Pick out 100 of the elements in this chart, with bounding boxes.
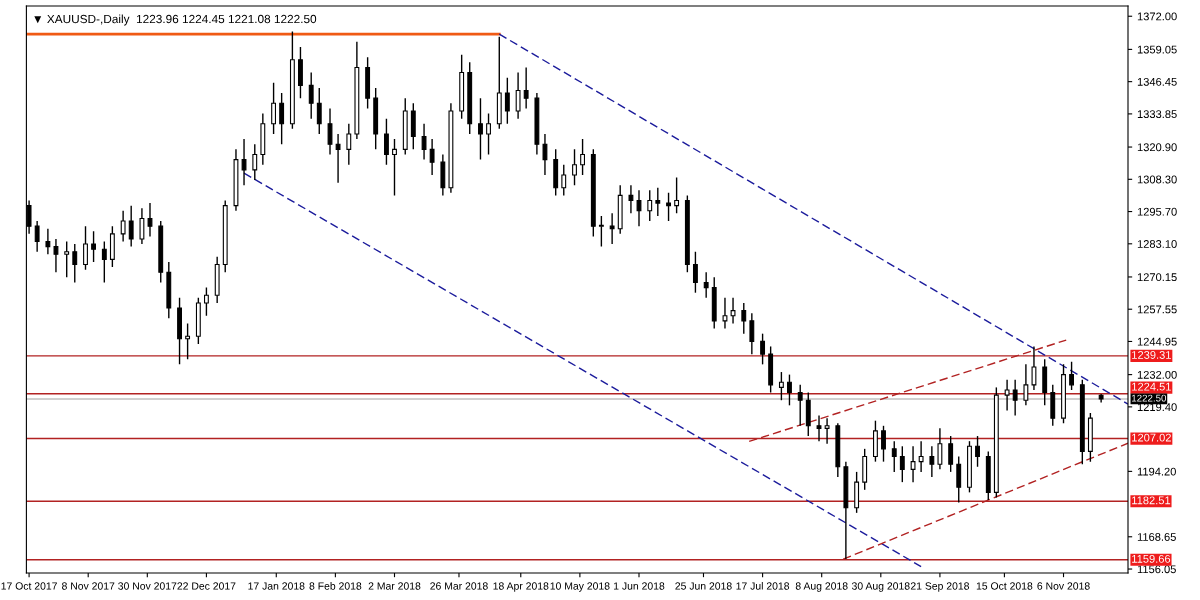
candlestick: [523, 66, 529, 110]
x-tick-label: 8 Aug 2018: [795, 582, 848, 592]
ref-line-label: 1207.02: [1132, 433, 1171, 442]
candlestick: [749, 312, 755, 355]
ref-line-label: 1224.51: [1132, 382, 1171, 391]
y-tick-label: 1156.05: [1137, 565, 1176, 574]
candlestick: [881, 425, 886, 463]
x-tick-label: 18 Apr 2018: [493, 582, 549, 592]
candlestick: [824, 417, 830, 445]
candlestick: [308, 71, 314, 120]
candlestick: [392, 138, 397, 197]
candlestick: [72, 243, 78, 284]
candlestick: [787, 373, 792, 407]
candlestick: [899, 445, 905, 483]
candlestick: [383, 117, 389, 166]
candlestick: [128, 204, 134, 248]
candlestick: [598, 215, 604, 248]
x-tick-label: 8 Feb 2018: [309, 582, 362, 590]
y-tick-label: 1194.20: [1137, 467, 1176, 476]
candlestick: [778, 371, 784, 401]
candlestick: [45, 228, 51, 255]
candlestick: [504, 76, 510, 125]
candlestick: [83, 225, 88, 271]
candlestick: [429, 138, 435, 176]
candlestick: [241, 138, 247, 186]
candlestick: [478, 97, 483, 161]
candlestick: [1004, 379, 1010, 412]
x-tick-label: 2 Mar 2018: [368, 582, 421, 590]
candlestick: [147, 202, 153, 238]
candlestick: [1012, 379, 1018, 417]
y-tick-label: 1295.70: [1137, 207, 1177, 216]
y-tick-label: 1346.45: [1137, 77, 1177, 86]
y-tick-label: 1320.90: [1137, 143, 1177, 152]
candlestick: [918, 440, 924, 473]
candlestick: [816, 414, 822, 442]
x-tick-label: 17 Oct 2017: [1, 582, 57, 590]
candlestick: [741, 302, 747, 335]
y-tick-label: 1283.10: [1137, 240, 1177, 248]
y-tick-label: 1244.95: [1137, 337, 1177, 346]
x-tick-label: 30 Nov 2017: [118, 582, 177, 590]
candlestick: [647, 189, 653, 222]
y-tick-label: 1308.30: [1137, 175, 1177, 184]
candlestick: [486, 112, 491, 156]
y-tick-label: 1257.55: [1137, 305, 1177, 314]
candlestick: [139, 207, 145, 245]
candlestick: [948, 435, 954, 473]
x-tick-label: 30 Aug 2018: [851, 582, 910, 592]
text: ▼ XAUUSD-,Daily 1223.96 1224.45 1221.08 1222.50: [34, 14, 317, 26]
candlestick: [628, 184, 634, 215]
x-tick-label: 25 Jun 2018: [675, 582, 732, 590]
candlestick: [956, 455, 962, 504]
candlestick: [561, 164, 567, 197]
candlestick: [703, 271, 709, 299]
x-tick-label: 17 Jan 2018: [248, 582, 305, 590]
candlestick: [316, 87, 322, 135]
candlestick: [666, 192, 671, 222]
y-tick-label: 1372.00: [1137, 12, 1177, 21]
candlestick: [252, 143, 258, 181]
x-tick-label: 10 May 2018: [550, 582, 610, 592]
ref-line-label: 1182.51: [1132, 496, 1171, 505]
x-tick-label: 17 Jul 2018: [736, 582, 790, 590]
candlestick: [327, 107, 333, 156]
candlestick: [975, 435, 980, 468]
candlestick: [891, 440, 897, 473]
y-tick-label: 1270.15: [1137, 273, 1177, 282]
ref-line-label: 1239.31: [1132, 351, 1171, 359]
x-tick-label: 1 Jun 2018: [614, 582, 665, 590]
candlestick: [53, 238, 59, 273]
candlestick: [937, 427, 943, 471]
x-tick-label: 15 Oct 2018: [976, 582, 1033, 590]
candlestick: [34, 220, 40, 253]
candlestick: [101, 240, 107, 284]
candlestick: [609, 212, 615, 245]
candlestick: [271, 82, 277, 135]
ref-line-label: 1159.66: [1132, 554, 1171, 563]
candlestick: [64, 240, 70, 279]
candlestick: [722, 297, 728, 330]
candlestick: [346, 123, 352, 166]
x-tick-label: 26 Mar 2018: [430, 582, 488, 590]
candlestick: [279, 92, 285, 145]
candlestick: [1023, 363, 1029, 407]
candlestick: [203, 286, 209, 317]
candlestick: [929, 445, 935, 478]
candlestick: [335, 133, 341, 184]
candlestick: [1031, 345, 1037, 391]
candlestick: [1069, 361, 1075, 391]
candlestick: [760, 332, 766, 366]
candlestick: [636, 189, 642, 227]
candlestick: [797, 384, 803, 427]
x-tick-label: 8 Nov 2017: [62, 582, 115, 590]
candlestick: [655, 187, 661, 217]
candlestick: [542, 133, 548, 176]
y-tick-label: 1359.05: [1137, 45, 1177, 54]
x-tick-label: 22 Dec 2017: [177, 582, 236, 590]
candlestick: [692, 251, 698, 294]
candlestick: [910, 445, 916, 483]
candlestick: [120, 210, 126, 243]
candlestick: [674, 176, 680, 215]
candlestick: [730, 297, 736, 325]
candlestick: [580, 138, 586, 176]
